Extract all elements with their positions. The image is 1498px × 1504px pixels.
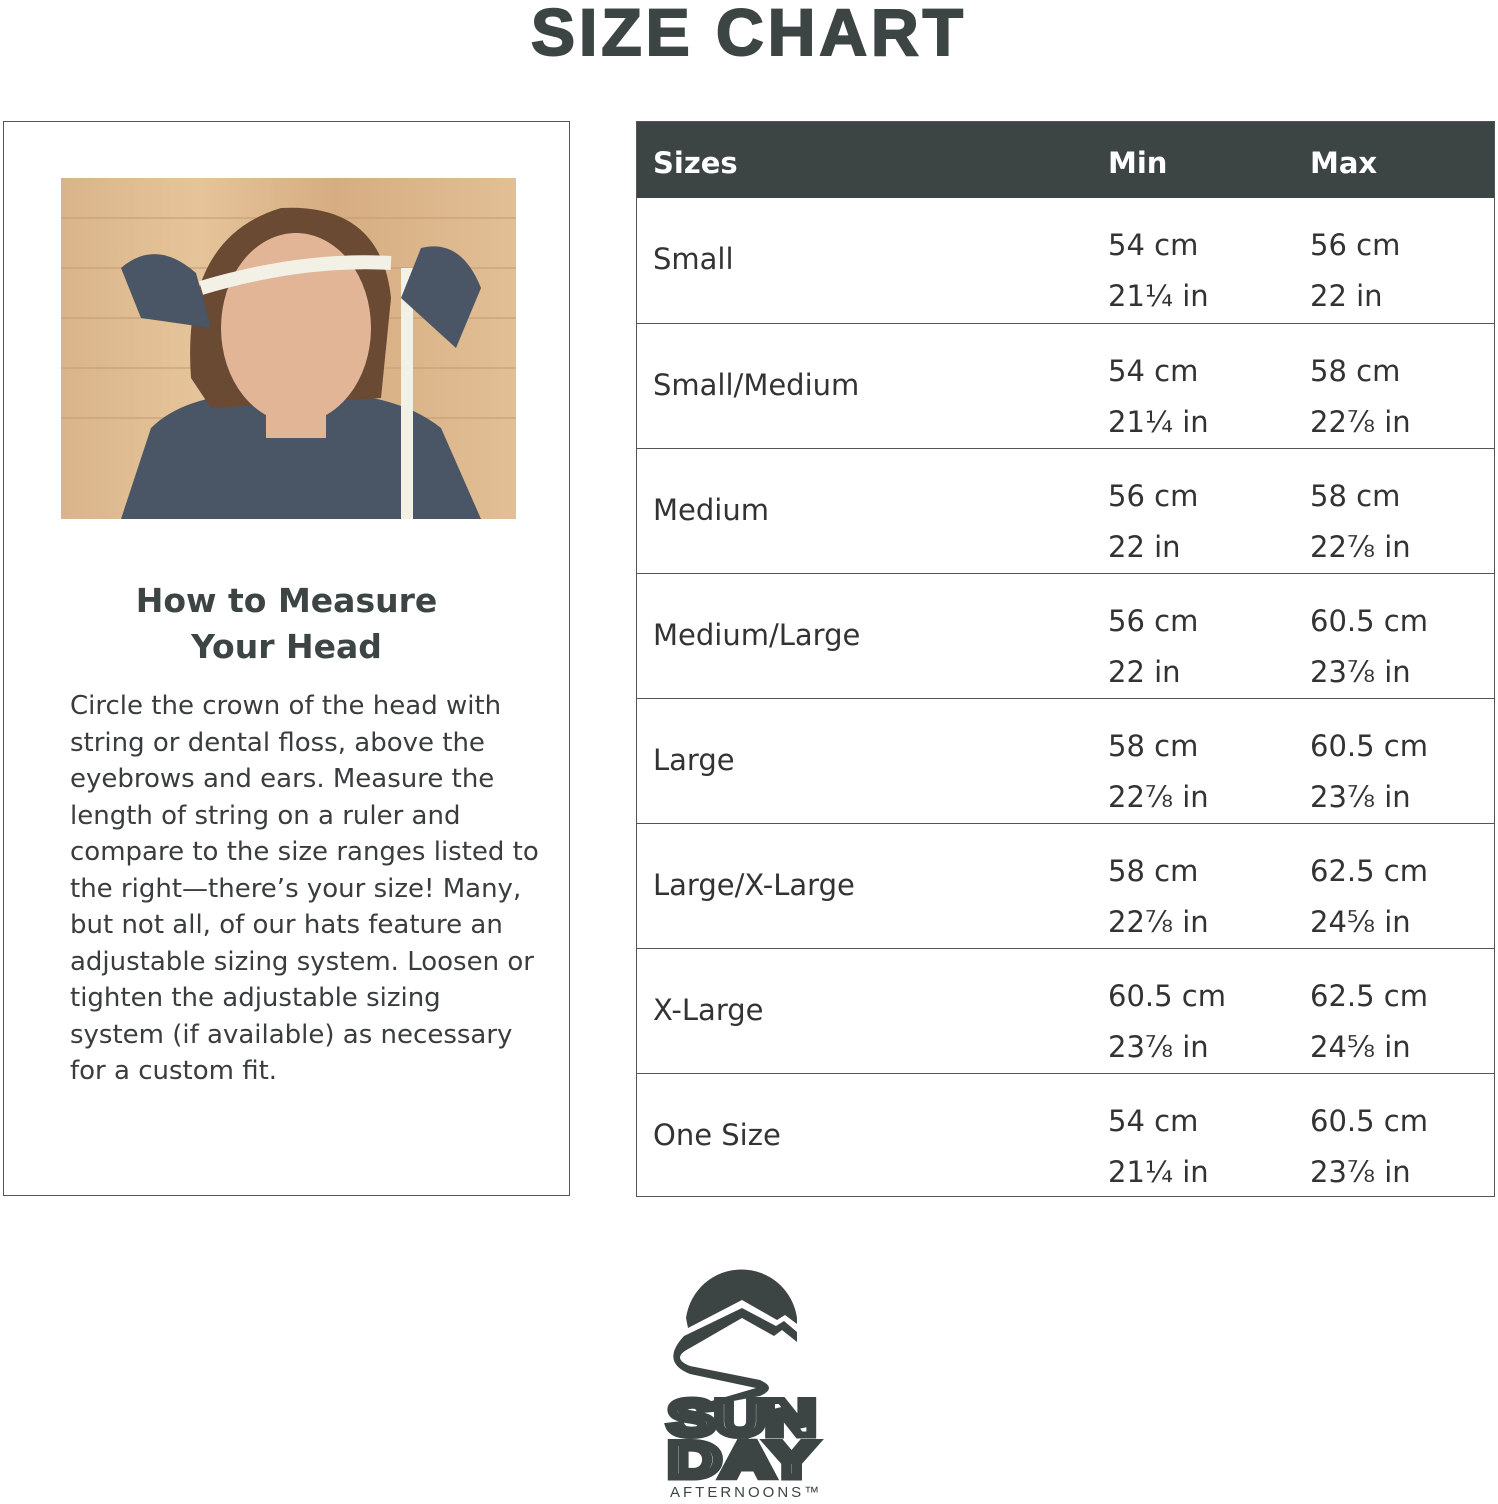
- max-in: 22 in: [1310, 279, 1383, 313]
- min-cm: 58 cm: [1108, 854, 1199, 888]
- table-row: Medium 56 cm 22 in 58 cm 22⅞ in: [637, 448, 1494, 573]
- max-cell: 60.5 cm 23⅞ in: [1310, 596, 1428, 698]
- max-cm: 60.5 cm: [1310, 729, 1428, 763]
- measure-heading-line1: How to Measure: [135, 581, 438, 620]
- size-name: Medium: [653, 493, 769, 527]
- table-row: Medium/Large 56 cm 22 in 60.5 cm 23⅞ in: [637, 573, 1494, 698]
- min-cell: 56 cm 22 in: [1108, 596, 1198, 698]
- size-name: Small/Medium: [653, 368, 860, 402]
- logo-sun-text: SUN: [668, 1390, 816, 1446]
- max-cm: 62.5 cm: [1310, 979, 1428, 1013]
- header-sizes: Sizes: [653, 146, 738, 180]
- min-cm: 54 cm: [1108, 228, 1199, 262]
- max-cm: 56 cm: [1310, 228, 1401, 262]
- min-cell: 56 cm 22 in: [1108, 471, 1198, 573]
- table-row: X-Large 60.5 cm 23⅞ in 62.5 cm 24⅝ in: [637, 948, 1494, 1073]
- max-in: 24⅝ in: [1310, 1030, 1411, 1064]
- sunday-afternoons-logo: SUN DAY AFTERNOONS™: [660, 1262, 840, 1504]
- min-in: 22 in: [1108, 530, 1181, 564]
- min-in: 22⅞ in: [1108, 905, 1209, 939]
- min-in: 22⅞ in: [1108, 780, 1209, 814]
- min-cell: 54 cm 21¼ in: [1108, 346, 1209, 448]
- max-cm: 62.5 cm: [1310, 854, 1428, 888]
- measuring-head-photo: [61, 178, 516, 519]
- max-cm: 58 cm: [1310, 479, 1401, 513]
- max-cm: 60.5 cm: [1310, 604, 1428, 638]
- logo-afternoons-text: AFTERNOONS™: [670, 1484, 822, 1500]
- max-cell: 58 cm 22⅞ in: [1310, 346, 1411, 448]
- table-header: Sizes Min Max: [637, 122, 1494, 198]
- measure-instructions-text: Circle the crown of the head with string…: [70, 691, 539, 1086]
- size-name: X-Large: [653, 993, 764, 1027]
- size-name: One Size: [653, 1118, 781, 1152]
- table-row: Large/X-Large 58 cm 22⅞ in 62.5 cm 24⅝ i…: [637, 823, 1494, 948]
- max-in: 23⅞ in: [1310, 780, 1411, 814]
- measure-instructions-card: How to Measure Your Head Circle the crow…: [3, 121, 570, 1196]
- table-row: Small/Medium 54 cm 21¼ in 58 cm 22⅞ in: [637, 323, 1494, 448]
- max-cell: 62.5 cm 24⅝ in: [1310, 846, 1428, 948]
- min-in: 21¼ in: [1108, 405, 1209, 439]
- page-title: SIZE CHART: [530, 0, 967, 70]
- min-in: 21¼ in: [1108, 279, 1209, 313]
- max-cm: 58 cm: [1310, 354, 1401, 388]
- size-name: Large/X-Large: [653, 868, 855, 902]
- min-cm: 60.5 cm: [1108, 979, 1226, 1013]
- header-min: Min: [1108, 146, 1168, 180]
- max-cm: 60.5 cm: [1310, 1104, 1428, 1138]
- min-cell: 58 cm 22⅞ in: [1108, 846, 1209, 948]
- size-table: Sizes Min Max Small 54 cm 21¼ in 56 cm 2…: [636, 121, 1495, 1197]
- max-in: 23⅞ in: [1310, 1155, 1411, 1189]
- min-in: 21¼ in: [1108, 1155, 1209, 1189]
- min-cell: 54 cm 21¼ in: [1108, 220, 1209, 322]
- measure-heading: How to Measure Your Head: [4, 578, 569, 670]
- max-in: 22⅞ in: [1310, 405, 1411, 439]
- max-cell: 58 cm 22⅞ in: [1310, 471, 1411, 573]
- max-cell: 62.5 cm 24⅝ in: [1310, 971, 1428, 1073]
- min-cm: 56 cm: [1108, 604, 1199, 638]
- size-name: Large: [653, 743, 735, 777]
- max-cell: 60.5 cm 23⅞ in: [1310, 1096, 1428, 1198]
- max-cell: 56 cm 22 in: [1310, 220, 1400, 322]
- min-cm: 54 cm: [1108, 1104, 1199, 1138]
- size-name: Medium/Large: [653, 618, 861, 652]
- min-in: 22 in: [1108, 655, 1181, 689]
- min-cell: 58 cm 22⅞ in: [1108, 721, 1209, 823]
- min-in: 23⅞ in: [1108, 1030, 1209, 1064]
- table-row: Small 54 cm 21¼ in 56 cm 22 in: [637, 198, 1494, 323]
- table-row: One Size 54 cm 21¼ in 60.5 cm 23⅞ in: [637, 1073, 1494, 1198]
- min-cm: 54 cm: [1108, 354, 1199, 388]
- table-row: Large 58 cm 22⅞ in 60.5 cm 23⅞ in: [637, 698, 1494, 823]
- min-cm: 56 cm: [1108, 479, 1199, 513]
- max-in: 22⅞ in: [1310, 530, 1411, 564]
- max-in: 23⅞ in: [1310, 655, 1411, 689]
- min-cell: 54 cm 21¼ in: [1108, 1096, 1209, 1198]
- max-in: 24⅝ in: [1310, 905, 1411, 939]
- min-cm: 58 cm: [1108, 729, 1199, 763]
- logo-day-text: DAY: [668, 1432, 816, 1488]
- measure-heading-line2: Your Head: [191, 627, 382, 666]
- size-name: Small: [653, 242, 734, 276]
- min-cell: 60.5 cm 23⅞ in: [1108, 971, 1226, 1073]
- header-max: Max: [1310, 146, 1378, 180]
- max-cell: 60.5 cm 23⅞ in: [1310, 721, 1428, 823]
